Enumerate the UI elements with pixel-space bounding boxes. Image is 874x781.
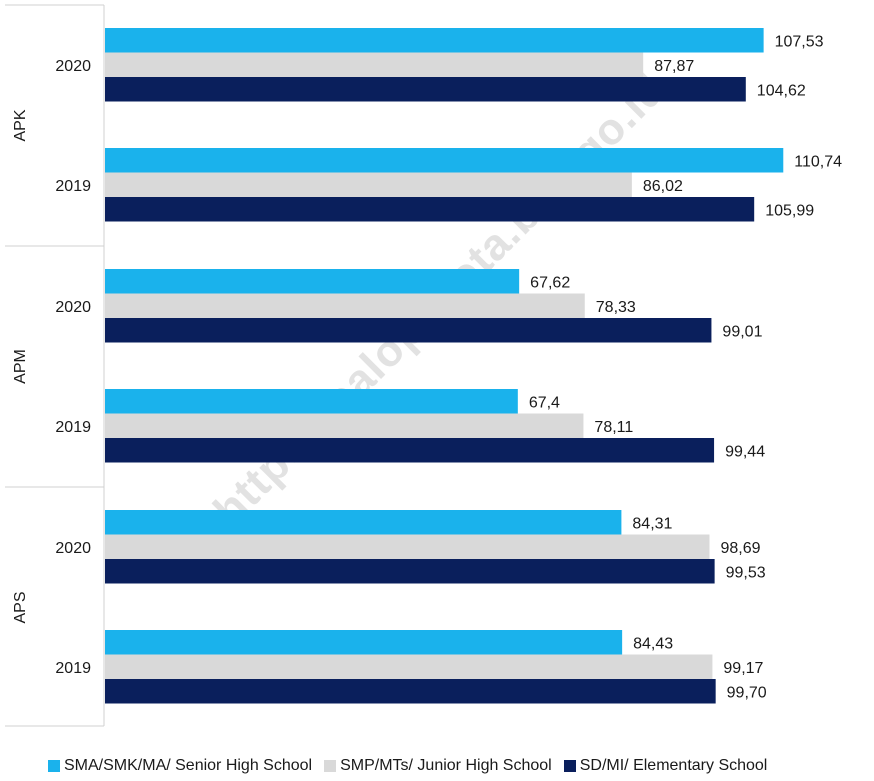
bar bbox=[105, 413, 584, 438]
bar bbox=[105, 28, 764, 53]
data-label: 98,69 bbox=[720, 540, 760, 557]
data-label: 78,33 bbox=[596, 299, 636, 316]
legend-label-junior: SMP/MTs/ Junior High School bbox=[340, 757, 552, 774]
year-label: 2020 bbox=[55, 299, 91, 316]
data-label: 86,02 bbox=[643, 178, 683, 195]
data-label: 99,44 bbox=[725, 443, 765, 460]
axis-layer bbox=[5, 4, 105, 727]
data-label: 99,53 bbox=[726, 564, 766, 581]
data-label: 105,99 bbox=[765, 202, 814, 219]
bar bbox=[105, 654, 713, 679]
data-label: 84,43 bbox=[633, 635, 673, 652]
bar bbox=[105, 148, 784, 173]
group-label-apk: APK bbox=[12, 109, 29, 141]
label-layer: APK 2020 2019 APM 2020 2019 APS 2020 2019 107,53 1… bbox=[12, 33, 842, 701]
legend-label-elementary: SD/MI/ Elementary School bbox=[579, 757, 768, 774]
bar-chart: https://palopokota.bps.go.id APK20202019… bbox=[5, 4, 842, 727]
legend-item-senior: SMA/SMK/MA/ Senior High School bbox=[48, 757, 312, 775]
bar bbox=[105, 389, 518, 414]
year-label: 2020 bbox=[55, 58, 91, 75]
bar bbox=[105, 77, 746, 102]
legend-item-elementary: SD/MI/ Elementary School bbox=[563, 757, 768, 775]
data-label: 67,4 bbox=[529, 394, 560, 411]
legend: SMA/SMK/MA/ Senior High School SMP/MTs/ … bbox=[48, 757, 779, 775]
bar bbox=[105, 559, 715, 584]
year-label: 2019 bbox=[55, 419, 91, 436]
legend-label-senior: SMA/SMK/MA/ Senior High School bbox=[64, 757, 313, 774]
data-label: 78,11 bbox=[594, 419, 633, 436]
bar bbox=[105, 438, 715, 463]
bar bbox=[105, 197, 755, 222]
bar bbox=[105, 630, 623, 655]
group-label-aps: APS bbox=[12, 591, 29, 623]
bar bbox=[105, 269, 520, 294]
year-label: 2019 bbox=[55, 178, 91, 195]
bar bbox=[105, 679, 716, 704]
year-label: 2019 bbox=[55, 660, 91, 677]
bar bbox=[105, 510, 622, 535]
data-label: 107,53 bbox=[775, 33, 824, 50]
bar bbox=[105, 318, 712, 343]
data-label: 99,70 bbox=[727, 684, 767, 701]
legend-swatch-senior bbox=[48, 760, 60, 772]
bar bbox=[105, 52, 644, 77]
data-label: 67,62 bbox=[530, 274, 570, 291]
year-label: 2020 bbox=[55, 540, 91, 557]
data-label: 87,87 bbox=[654, 58, 694, 75]
bar bbox=[105, 172, 632, 197]
data-label: 99,01 bbox=[722, 323, 762, 340]
legend-swatch-elementary bbox=[563, 760, 576, 772]
legend-item-junior: SMP/MTs/ Junior High School bbox=[324, 757, 552, 775]
data-label: 110,74 bbox=[794, 153, 842, 170]
data-label: 84,31 bbox=[632, 515, 672, 532]
data-label: 104,62 bbox=[757, 82, 806, 99]
data-label: 99,17 bbox=[723, 660, 763, 677]
legend-swatch-junior bbox=[324, 760, 337, 772]
bar-layer bbox=[105, 28, 784, 704]
group-label-apm: APM bbox=[12, 349, 29, 384]
bar bbox=[105, 293, 585, 318]
bar bbox=[105, 534, 710, 559]
